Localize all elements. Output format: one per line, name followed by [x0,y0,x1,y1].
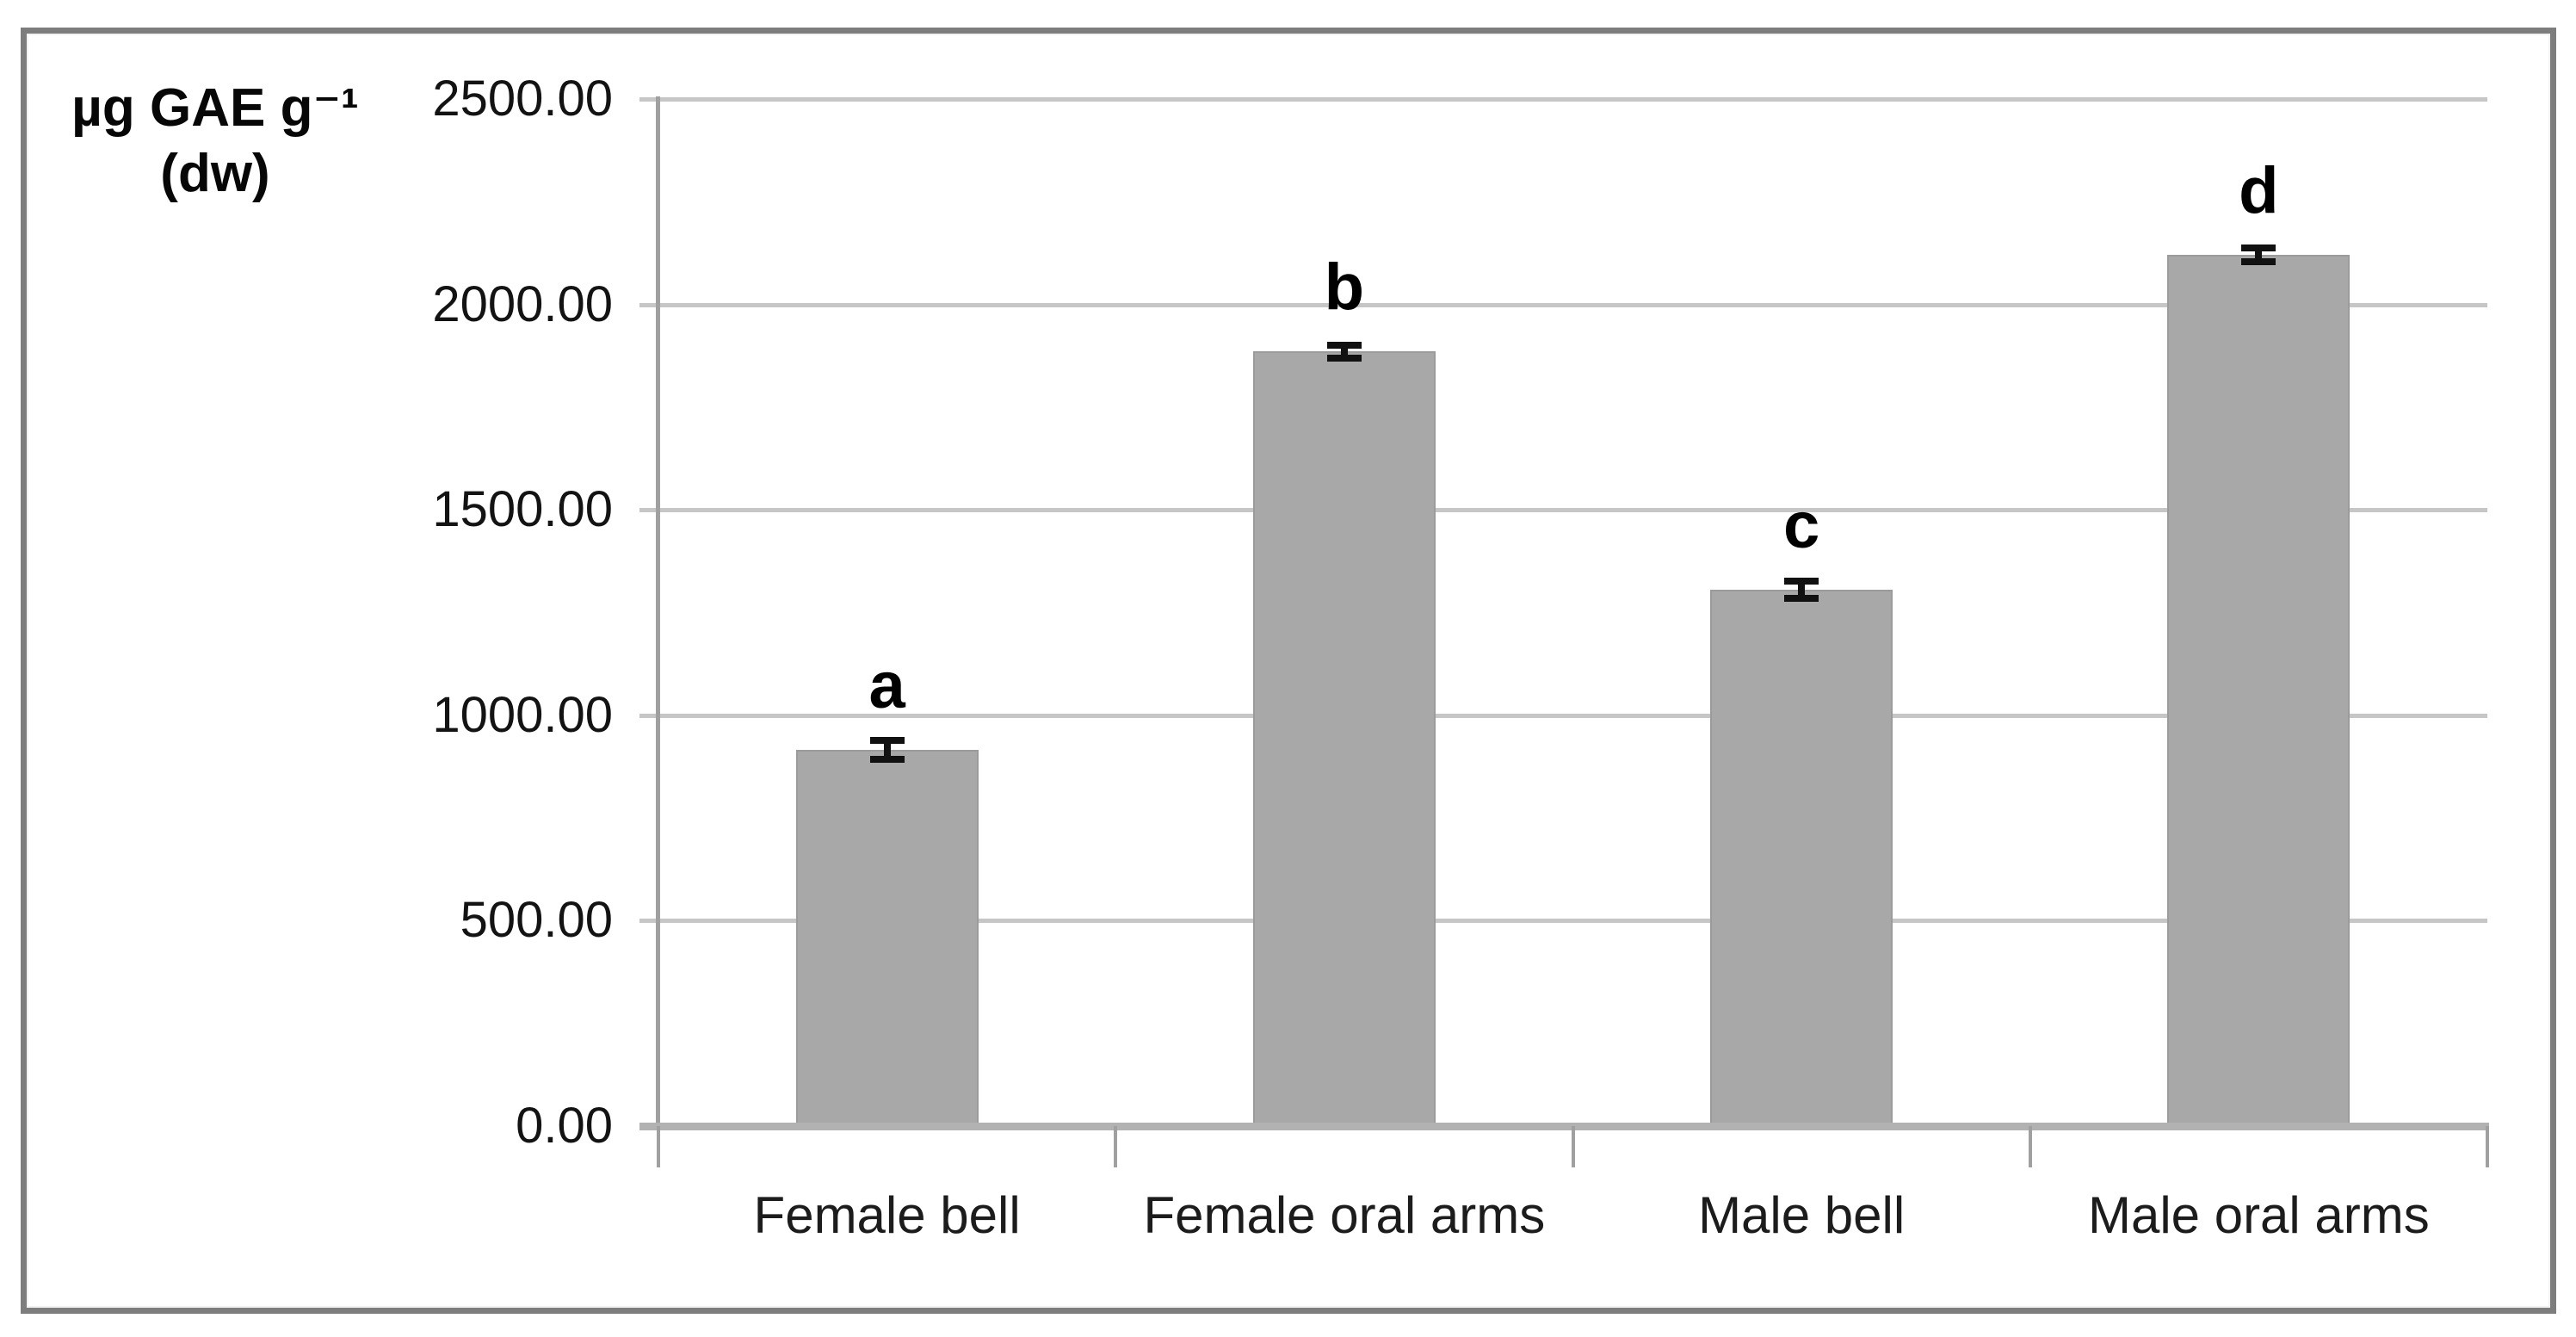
significance-letter: b [1324,251,1365,325]
y-tick-label: 2500.00 [432,71,613,127]
bar [1252,351,1436,1128]
y-axis-title: µg GAE g⁻¹ (dw) [60,76,370,206]
y-tick-label: 1500.00 [432,481,613,538]
y-axis-title-dw: (dw) [160,143,270,203]
bar [2167,255,2351,1128]
error-bar-cap-bottom [2241,258,2276,266]
error-bar-stem [2255,248,2263,263]
error-bar-cap-bottom [869,756,905,764]
gridline [639,919,2487,924]
error-bar-cap-bottom [1784,595,1819,603]
category-label: Male oral arms [2087,1186,2430,1244]
category-label: Female oral arms [1143,1186,1546,1244]
error-bar-cap-bottom [1326,355,1362,362]
y-axis-line [656,96,660,1129]
y-tick-label: 1000.00 [432,686,613,743]
gridline [639,508,2487,513]
category-label: Male bell [1698,1186,1906,1244]
x-axis-tick [2486,1126,2489,1167]
error-bar-stem [1798,581,1806,599]
category-label: Female bell [753,1186,1021,1244]
y-tick-label: 500.00 [460,892,613,949]
gridline [639,97,2487,102]
gridline [639,713,2487,718]
bar [795,750,979,1128]
error-bar-stem [883,740,891,760]
x-axis-line [639,1123,2489,1130]
y-tick-label: 0.00 [516,1098,613,1154]
error-bar-stem [1340,344,1348,359]
significance-letter: d [2239,154,2279,228]
x-axis-tick [2028,1126,2032,1167]
y-axis-title-units: µg GAE g⁻¹ [71,78,359,138]
gridline [639,302,2487,307]
bar [1710,590,1893,1128]
x-axis-tick [1114,1126,1118,1167]
x-axis-tick [1571,1126,1575,1167]
significance-letter: c [1782,489,1820,563]
y-tick-label: 2000.00 [432,275,613,332]
significance-letter: a [868,649,905,723]
x-axis-tick [657,1126,660,1167]
